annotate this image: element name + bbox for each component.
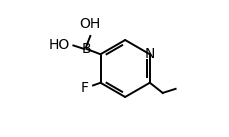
Text: HO: HO [49, 38, 70, 52]
Text: F: F [81, 81, 89, 95]
Text: B: B [81, 42, 91, 56]
Text: N: N [144, 47, 154, 61]
Text: OH: OH [79, 17, 101, 31]
